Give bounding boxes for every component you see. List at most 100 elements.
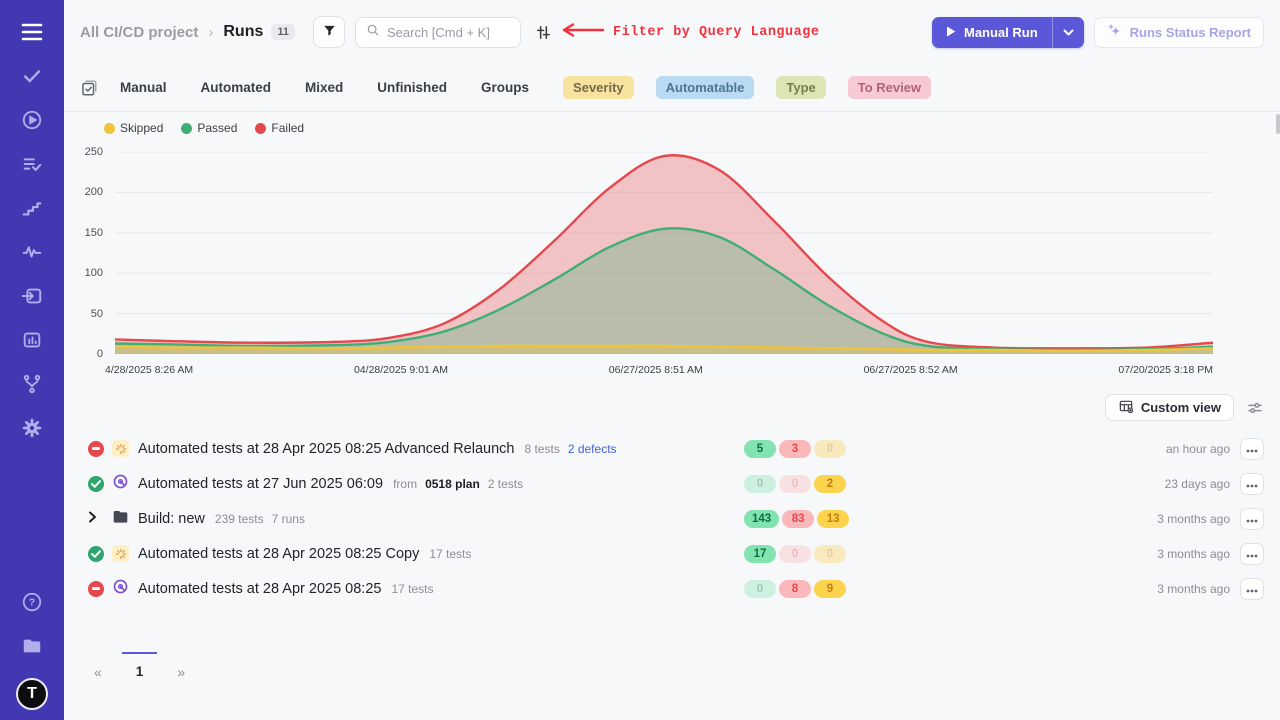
run-status-icon [88,546,112,562]
run-title: Automated tests at 28 Apr 2025 08:25 [138,581,381,597]
legend-label: Failed [271,121,304,135]
pill-to-review[interactable]: To Review [848,76,931,99]
manual-run-label: Manual Run [964,25,1038,40]
page-title: Runs [223,23,263,41]
filter-button[interactable] [313,16,345,48]
sidebar-menu-icon[interactable] [14,14,50,50]
sidebar-help-icon[interactable]: ? [14,584,50,620]
legend-label: Passed [197,121,237,135]
run-timestamp: an hour ago [1166,442,1230,456]
search-box[interactable] [355,17,521,48]
sidebar-activity-icon[interactable] [14,234,50,270]
run-meta: 239 tests7 runs [215,512,305,526]
legend-failed[interactable]: Failed [255,121,304,135]
legend-skipped[interactable]: Skipped [104,121,163,135]
run-result-badges: 1700 [744,545,856,563]
skipped-count-badge: 9 [814,580,846,598]
y-axis-tick: 250 [85,146,103,158]
run-source-icon [112,440,138,457]
failed-count-badge: 3 [779,440,811,458]
runs-area-chart: 050100150200250 [115,152,1213,354]
annotation-arrow-icon [559,23,605,42]
columns-sliders-icon[interactable] [1246,399,1264,417]
expand-chevron-icon[interactable] [88,510,97,528]
run-title: Build: new [138,511,205,527]
tab-automated[interactable]: Automated [201,80,272,95]
y-axis-tick: 50 [91,308,103,320]
sidebar-branch-icon[interactable] [14,366,50,402]
sidebar-run-box-icon[interactable] [14,278,50,314]
pagination-page-1[interactable]: 1 [122,652,158,679]
app-sidebar: ? T [0,0,64,720]
custom-view-button[interactable]: Custom view [1105,394,1234,421]
row-actions-button[interactable] [1240,473,1264,495]
tab-mixed[interactable]: Mixed [305,80,343,95]
row-actions-button[interactable] [1240,543,1264,565]
passed-count-badge: 17 [744,545,776,563]
sidebar-steps-icon[interactable] [14,190,50,226]
scrollbar-thumb[interactable] [1276,114,1280,134]
page-header: All CI/CD project › Runs 11 Filter by Qu… [64,0,1280,64]
run-result-badges: 1438313 [744,510,856,528]
x-axis-tick: 4/28/2025 8:26 AM [105,364,193,376]
legend-dot [181,123,192,134]
passed-status-icon [88,476,104,492]
pill-type[interactable]: Type [776,76,825,99]
pagination-prev-button[interactable]: « [88,652,108,680]
row-actions-button[interactable] [1240,578,1264,600]
run-row[interactable]: Automated tests at 28 Apr 2025 08:25 Cop… [64,536,1280,571]
tab-manual[interactable]: Manual [120,80,167,95]
sidebar-folder-icon[interactable] [14,628,50,664]
search-input[interactable] [387,25,510,40]
sidebar-list-check-icon[interactable] [14,146,50,182]
run-row[interactable]: Automated tests at 28 Apr 2025 08:25 17 … [64,571,1280,606]
run-timestamp: 3 months ago [1157,582,1230,596]
sidebar-play-circle-icon[interactable] [14,102,50,138]
row-actions-button[interactable] [1240,508,1264,530]
tab-groups[interactable]: Groups [481,80,529,95]
x-axis-tick: 06/27/2025 8:52 AM [864,364,958,376]
x-axis-tick: 04/28/2025 9:01 AM [354,364,448,376]
sparkles-icon [1107,23,1123,42]
legend-passed[interactable]: Passed [181,121,237,135]
svg-text:?: ? [29,597,35,609]
manual-run-dropdown-button[interactable] [1053,17,1084,48]
run-meta-text: 7 runs [272,512,305,526]
query-language-sliders-icon[interactable] [535,24,552,41]
run-meta-text: 8 tests [524,442,559,456]
failed-count-badge: 8 [779,580,811,598]
ellipsis-icon [1246,476,1258,491]
legend-dot [104,123,115,134]
ellipsis-icon [1246,441,1258,456]
run-title: Automated tests at 28 Apr 2025 08:25 Adv… [138,441,514,457]
runs-status-report-button[interactable]: Runs Status Report [1094,17,1264,48]
sidebar-check-icon[interactable] [14,58,50,94]
run-row[interactable]: Build: new 239 tests7 runs 1438313 3 mon… [64,501,1280,536]
pagination: « 1 » [88,652,1280,680]
row-actions-button[interactable] [1240,438,1264,460]
run-row[interactable]: Automated tests at 27 Jun 2025 06:09 fro… [64,466,1280,501]
ellipsis-icon [1246,546,1258,561]
x-axis-tick: 06/27/2025 8:51 AM [609,364,703,376]
qase-run-icon [112,473,129,495]
bulk-select-icon[interactable] [80,79,98,97]
breadcrumb-parent[interactable]: All CI/CD project [80,24,198,41]
pill-severity[interactable]: Severity [563,76,634,99]
run-row[interactable]: Automated tests at 28 Apr 2025 08:25 Adv… [64,431,1280,466]
passed-count-badge: 5 [744,440,776,458]
sidebar-bar-chart-icon[interactable] [14,322,50,358]
defects-link[interactable]: 2 defects [568,442,617,456]
run-status-icon [88,441,112,457]
manual-run-button[interactable]: Manual Run [932,17,1052,48]
pagination-next-button[interactable]: » [171,652,191,680]
sidebar-gear-icon[interactable] [14,410,50,446]
app-logo[interactable]: T [16,678,48,710]
run-source-icon [112,545,138,562]
runs-count-badge: 11 [271,24,295,40]
folder-icon [112,509,129,529]
list-toolbar: Custom view [80,394,1264,421]
ellipsis-icon [1246,511,1258,526]
tab-unfinished[interactable]: Unfinished [377,80,447,95]
pill-automatable[interactable]: Automatable [656,76,755,99]
ellipsis-icon [1246,581,1258,596]
